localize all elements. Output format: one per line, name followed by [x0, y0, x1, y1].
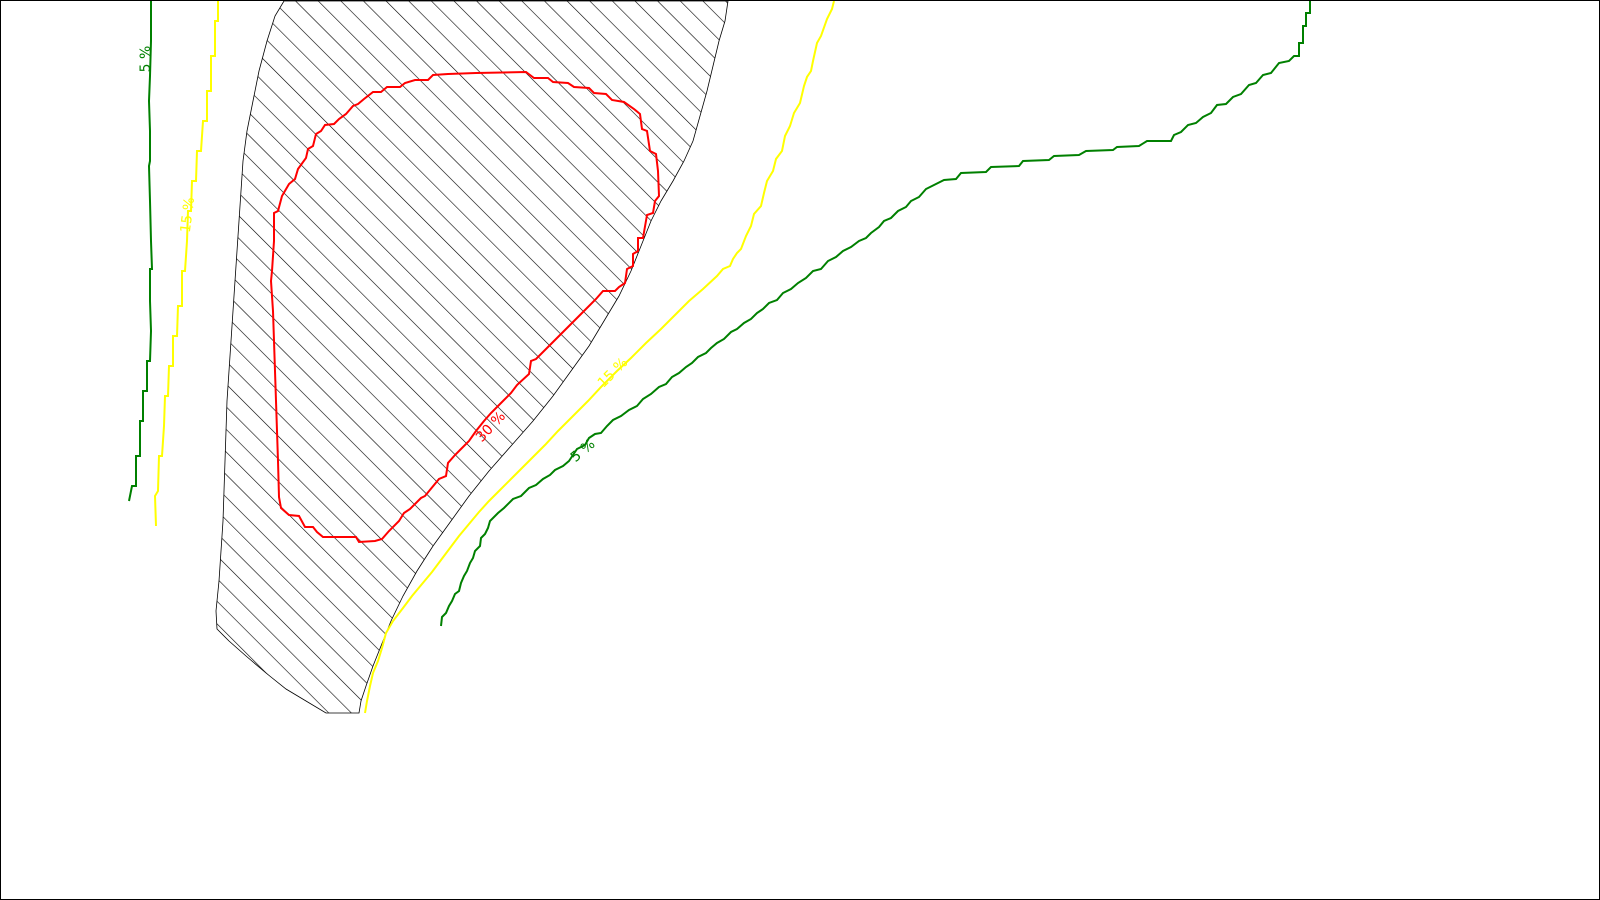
hatched-zone — [215, 1, 729, 714]
contour-30-line — [269, 70, 661, 544]
contour-5-east-line — [440, 1, 1311, 627]
contour-5-east-label: 5 % — [568, 436, 599, 465]
contour-15-west-line — [153, 1, 219, 527]
contour-15-east-line — [364, 1, 835, 714]
contour-5-west-label: 5 % — [138, 46, 154, 73]
contour-15-west-label: 15 % — [178, 196, 198, 233]
contour-5-west-line — [128, 1, 154, 502]
contour-15-east-label: 15 % — [595, 355, 631, 391]
